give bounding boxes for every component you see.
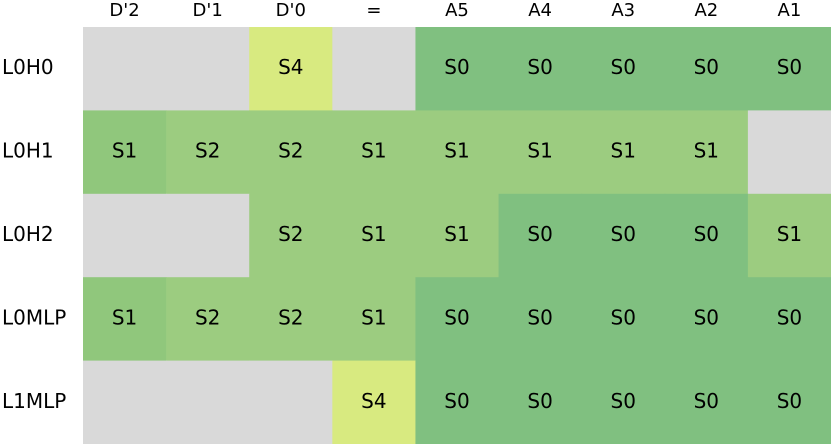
cell-label: S0: [444, 389, 469, 413]
cell-label: S0: [444, 305, 469, 329]
cell: [415, 27, 500, 111]
cell: [747, 360, 831, 444]
cell: [747, 110, 831, 195]
cell: [747, 277, 831, 362]
cell: [415, 277, 500, 362]
cell-label: S1: [527, 139, 552, 163]
cell: [332, 277, 416, 362]
cell-label: S0: [694, 55, 719, 79]
cell: [664, 277, 749, 362]
column-label: A2: [694, 0, 718, 21]
cell-label: S0: [694, 305, 719, 329]
cell-label: S2: [195, 305, 220, 329]
cell-label: S1: [777, 222, 802, 246]
cell: [581, 27, 666, 111]
cell: [415, 360, 500, 444]
cell: [747, 27, 831, 111]
cell-label: S0: [611, 389, 636, 413]
row-label: L0H0: [2, 55, 54, 79]
cell-label: S1: [444, 139, 469, 163]
column-label: D'1: [193, 0, 223, 21]
cell-label: S0: [444, 55, 469, 79]
column-label: A3: [611, 0, 635, 21]
column-label: D'2: [109, 0, 139, 21]
column-label: A4: [528, 0, 552, 21]
cell: [581, 360, 666, 444]
row-label: L0H2: [2, 222, 54, 246]
column-label: =: [366, 0, 381, 21]
cell-label: S0: [527, 305, 552, 329]
cell: [581, 277, 666, 362]
cell: [498, 110, 583, 195]
cell: [83, 193, 167, 278]
cell: [249, 277, 333, 362]
cell: [166, 27, 250, 111]
cell: [249, 27, 333, 111]
cell: [581, 193, 666, 278]
cell: [664, 193, 749, 278]
cell: [249, 360, 333, 444]
cell-label: S0: [777, 55, 802, 79]
cell-label: S1: [361, 139, 386, 163]
cell-label: S1: [112, 305, 137, 329]
column-label: A5: [445, 0, 469, 21]
cell: [332, 27, 416, 111]
cell: [332, 110, 416, 195]
cell: [83, 277, 167, 362]
cell: [249, 110, 333, 195]
cell-label: S0: [527, 222, 552, 246]
cell-label: S1: [112, 139, 137, 163]
cell: [166, 277, 250, 362]
cell: [166, 193, 250, 278]
cell: [166, 360, 250, 444]
cell-label: S0: [777, 305, 802, 329]
column-label: D'0: [276, 0, 306, 21]
cell-label: S4: [278, 55, 303, 79]
cell-label: S2: [195, 139, 220, 163]
cell-label: S0: [694, 389, 719, 413]
cell: [664, 110, 749, 195]
cell-label: S4: [361, 389, 386, 413]
cell-label: S2: [278, 305, 303, 329]
row-label: L1MLP: [2, 389, 66, 413]
column-label: A1: [778, 0, 802, 21]
cell: [498, 277, 583, 362]
cell: [83, 27, 167, 111]
cell: [249, 193, 333, 278]
cell-label: S0: [777, 389, 802, 413]
cell: [166, 110, 250, 195]
cell: [415, 110, 500, 195]
cell: [332, 193, 416, 278]
cell: [581, 110, 666, 195]
row-label: L0MLP: [2, 305, 66, 329]
cell-label: S0: [611, 55, 636, 79]
cell-label: S1: [361, 222, 386, 246]
cell-label: S1: [694, 139, 719, 163]
cell-label: S0: [611, 222, 636, 246]
cell-label: S1: [361, 305, 386, 329]
cell: [83, 360, 167, 444]
cell: [83, 110, 167, 195]
row-label: L0H1: [2, 139, 54, 163]
cell: [747, 193, 831, 278]
cell-label: S0: [527, 389, 552, 413]
cell-label: S0: [527, 55, 552, 79]
cell: [415, 193, 500, 278]
cell-label: S2: [278, 222, 303, 246]
cell: [498, 27, 583, 111]
cell-label: S1: [611, 139, 636, 163]
cell-label: S2: [278, 139, 303, 163]
cell: [332, 360, 416, 444]
cell: [664, 27, 749, 111]
cell-label: S1: [444, 222, 469, 246]
cell-label: S0: [611, 305, 636, 329]
cell: [498, 193, 583, 278]
cell: [664, 360, 749, 444]
cell: [498, 360, 583, 444]
cell-label: S0: [694, 222, 719, 246]
